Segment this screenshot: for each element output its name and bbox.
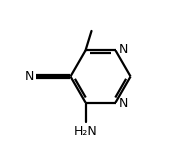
- Text: H₂N: H₂N: [74, 125, 97, 138]
- Text: N: N: [25, 70, 34, 83]
- Text: N: N: [119, 97, 128, 110]
- Text: N: N: [119, 43, 128, 56]
